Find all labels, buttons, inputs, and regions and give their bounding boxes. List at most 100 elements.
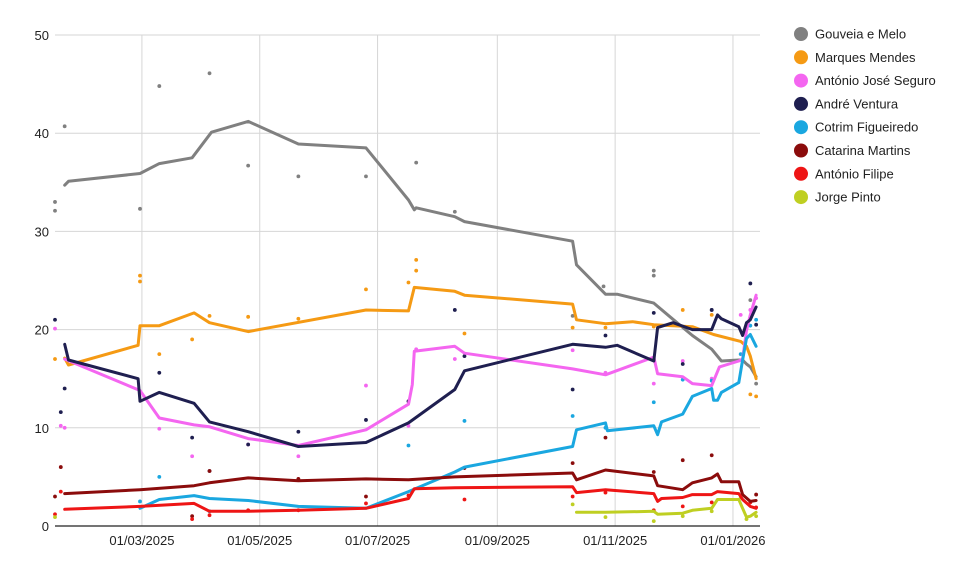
data-point-gouveia-e-melo: [207, 71, 212, 76]
data-point-antonio-filipe: [680, 504, 685, 509]
data-point-cotrim-figueiredo: [406, 443, 411, 448]
data-point-gouveia-e-melo: [651, 268, 656, 273]
data-point-andre-ventura: [62, 386, 67, 391]
data-point-antonio-jose-seguro: [157, 426, 162, 431]
data-point-gouveia-e-melo: [754, 381, 759, 386]
data-point-gouveia-e-melo: [570, 313, 575, 318]
data-point-antonio-filipe: [709, 500, 714, 505]
data-point-catarina-martins: [190, 514, 195, 519]
data-point-marques-mendes: [190, 337, 195, 342]
data-point-antonio-filipe: [570, 494, 575, 499]
data-point-marques-mendes: [207, 313, 212, 318]
data-point-marques-mendes: [364, 287, 368, 292]
data-point-andre-ventura: [246, 442, 251, 447]
series-line-antonio-jose-seguro: [63, 293, 758, 447]
data-point-gouveia-e-melo: [53, 200, 57, 204]
data-point-gouveia-e-melo: [452, 209, 457, 214]
data-point-andre-ventura: [157, 370, 162, 375]
legend-label-jorge-pinto: Jorge Pinto: [815, 190, 881, 205]
series-line-gouveia-e-melo: [63, 119, 758, 379]
data-point-andre-ventura: [603, 333, 608, 338]
series-line-marques-mendes: [63, 285, 758, 381]
y-tick-label: 40: [35, 126, 49, 141]
data-point-catarina-martins: [603, 435, 608, 440]
data-point-marques-mendes: [296, 316, 301, 321]
data-point-cotrim-figueiredo: [462, 419, 467, 423]
series-lines: [63, 119, 758, 519]
data-point-marques-mendes: [138, 279, 142, 284]
data-point-gouveia-e-melo: [157, 84, 162, 88]
axes: 0 10 20 30 40 50 01/03/2025 01/05/2025 01/07/202…: [35, 28, 766, 548]
data-point-andre-ventura: [754, 322, 759, 327]
data-point-marques-mendes: [53, 357, 57, 361]
y-tick-label: 20: [35, 323, 49, 338]
legend-marker-andre-ventura: [794, 96, 808, 111]
legend-marker-antonio-filipe: [794, 166, 808, 181]
legend-label-cotrim-figueiredo: Cotrim Figueiredo: [815, 120, 918, 135]
data-point-antonio-filipe: [462, 497, 467, 502]
data-point-marques-mendes: [680, 308, 685, 312]
data-point-antonio-filipe: [364, 501, 368, 506]
x-tick-label: 01/07/2025: [345, 533, 410, 548]
data-point-catarina-martins: [651, 470, 656, 474]
data-point-andre-ventura: [53, 317, 57, 322]
data-point-gouveia-e-melo: [364, 174, 368, 179]
legend: Gouveia e Melo Marques Mendes António José…: [794, 27, 936, 205]
data-point-marques-mendes: [709, 312, 714, 317]
data-point-andre-ventura: [462, 354, 467, 359]
data-point-antonio-filipe: [53, 512, 57, 517]
data-point-cotrim-figueiredo: [570, 414, 575, 418]
data-point-gouveia-e-melo: [246, 163, 251, 168]
legend-marker-jorge-pinto: [794, 190, 808, 205]
data-point-antonio-jose-seguro: [364, 383, 368, 388]
data-point-marques-mendes: [414, 257, 419, 262]
legend-label-marques-mendes: Marques Mendes: [815, 50, 916, 65]
data-point-catarina-martins: [709, 453, 714, 458]
data-point-catarina-martins: [53, 494, 57, 499]
x-tick-label: 01/09/2025: [465, 533, 530, 548]
data-point-antonio-filipe: [58, 489, 63, 494]
data-point-cotrim-figueiredo: [138, 499, 142, 504]
series-line-catarina-martins: [63, 468, 758, 503]
data-point-antonio-jose-seguro: [452, 357, 457, 361]
legend-label-antonio-jose-seguro: António José Seguro: [815, 73, 936, 88]
data-point-marques-mendes: [138, 273, 142, 278]
data-points: [53, 71, 759, 523]
data-point-andre-ventura: [190, 435, 195, 440]
data-point-gouveia-e-melo: [651, 273, 656, 278]
x-tick-label: 01/01/2026: [700, 533, 765, 548]
data-point-cotrim-figueiredo: [157, 475, 162, 479]
data-point-antonio-jose-seguro: [53, 326, 57, 331]
data-point-antonio-jose-seguro: [58, 423, 63, 428]
data-point-jorge-pinto: [651, 519, 656, 523]
legend-marker-cotrim-figueiredo: [794, 120, 808, 135]
legend-marker-antonio-jose-seguro: [794, 73, 808, 88]
y-tick-label: 0: [42, 519, 49, 534]
data-point-andre-ventura: [452, 308, 457, 312]
data-point-catarina-martins: [570, 461, 575, 466]
data-point-catarina-martins: [680, 458, 685, 463]
data-point-antonio-jose-seguro: [570, 348, 575, 353]
data-point-antonio-jose-seguro: [296, 454, 301, 459]
x-tick-label: 01/11/2025: [583, 533, 647, 548]
data-point-andre-ventura: [680, 362, 685, 366]
series-line-antonio-filipe: [63, 485, 758, 513]
data-point-catarina-martins: [754, 492, 759, 497]
legend-label-catarina-martins: Catarina Martins: [815, 143, 911, 158]
data-point-marques-mendes: [748, 392, 753, 397]
data-point-marques-mendes: [414, 268, 419, 273]
data-point-marques-mendes: [246, 314, 251, 319]
data-point-antonio-jose-seguro: [651, 381, 656, 386]
data-point-gouveia-e-melo: [296, 174, 301, 179]
data-point-antonio-filipe: [603, 490, 608, 495]
data-point-jorge-pinto: [709, 509, 714, 514]
y-tick-label: 10: [35, 421, 49, 436]
data-point-gouveia-e-melo: [53, 208, 57, 213]
data-point-antonio-jose-seguro: [680, 359, 685, 363]
data-point-cotrim-figueiredo: [754, 317, 759, 322]
data-point-jorge-pinto: [680, 514, 685, 519]
series-line-cotrim-figueiredo: [138, 333, 758, 510]
series-line-jorge-pinto: [575, 498, 758, 519]
data-point-andre-ventura: [296, 429, 301, 434]
